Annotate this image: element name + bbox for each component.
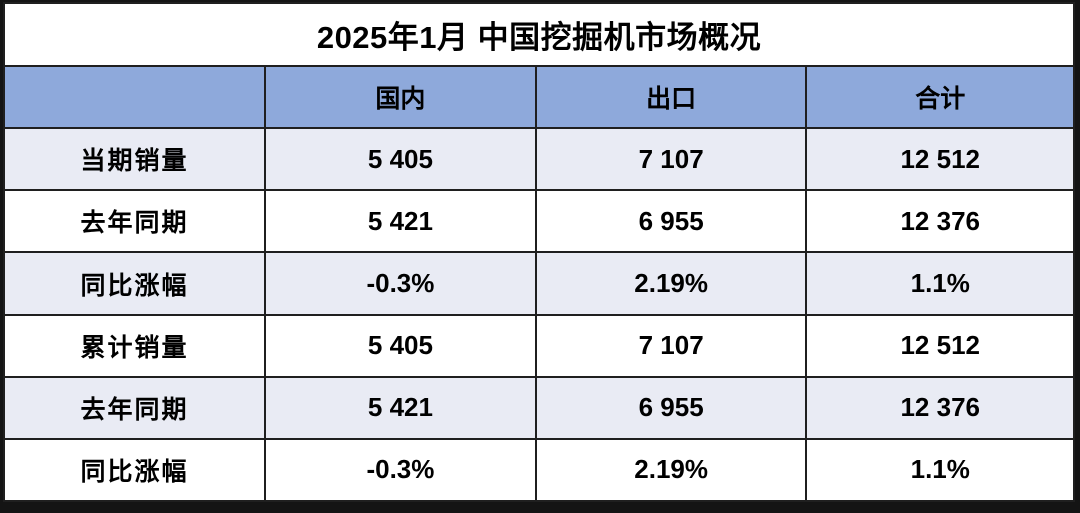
column-header-blank <box>2 65 267 130</box>
cell-total: 12 512 <box>805 313 1075 378</box>
row-label: 去年同期 <box>2 375 267 440</box>
cell-total: 1.1% <box>805 437 1075 503</box>
cell-export: 7 107 <box>534 313 808 378</box>
header-row: 国内 出口 合计 <box>2 65 1075 130</box>
page-title: 2025年1月 中国挖掘机市场概况 <box>3 1 1075 68</box>
cell-domestic: -0.3% <box>264 251 537 316</box>
row-label: 累计销量 <box>2 313 267 378</box>
row-label: 当期销量 <box>2 127 267 192</box>
row-label: 同比涨幅 <box>2 251 267 316</box>
row-label: 去年同期 <box>2 189 267 254</box>
cell-domestic: 5 421 <box>264 189 537 254</box>
table-row-last-year-period: 去年同期 5 421 6 955 12 376 <box>2 189 1075 254</box>
table-row-yoy-change-cumulative: 同比涨幅 -0.3% 2.19% 1.1% <box>2 437 1075 503</box>
column-header-total: 合计 <box>805 65 1075 130</box>
cell-domestic: 5 405 <box>264 127 537 192</box>
table-row-yoy-change: 同比涨幅 -0.3% 2.19% 1.1% <box>2 251 1075 316</box>
table-row-current-sales: 当期销量 5 405 7 107 12 512 <box>2 127 1075 192</box>
cell-domestic: 5 405 <box>264 313 537 378</box>
cell-domestic: -0.3% <box>264 437 537 503</box>
cell-total: 12 512 <box>805 127 1075 192</box>
table-row-cumulative-sales: 累计销量 5 405 7 107 12 512 <box>2 313 1075 378</box>
row-label: 同比涨幅 <box>2 437 267 503</box>
cell-domestic: 5 421 <box>264 375 537 440</box>
cell-total: 1.1% <box>805 251 1075 316</box>
cell-export: 6 955 <box>534 189 808 254</box>
title-row: 2025年1月 中国挖掘机市场概况 <box>3 1 1075 68</box>
cell-export: 2.19% <box>534 437 808 503</box>
cell-export: 7 107 <box>534 127 808 192</box>
cell-total: 12 376 <box>805 375 1075 440</box>
excavator-market-table: 2025年1月 中国挖掘机市场概况 国内 出口 合计 当期销量 5 405 7 … <box>2 1 1075 503</box>
cell-export: 2.19% <box>534 251 808 316</box>
cell-export: 6 955 <box>534 375 808 440</box>
column-header-export: 出口 <box>534 65 808 130</box>
column-header-domestic: 国内 <box>264 65 537 130</box>
table-row-last-year-cumulative: 去年同期 5 421 6 955 12 376 <box>2 375 1075 440</box>
cell-total: 12 376 <box>805 189 1075 254</box>
